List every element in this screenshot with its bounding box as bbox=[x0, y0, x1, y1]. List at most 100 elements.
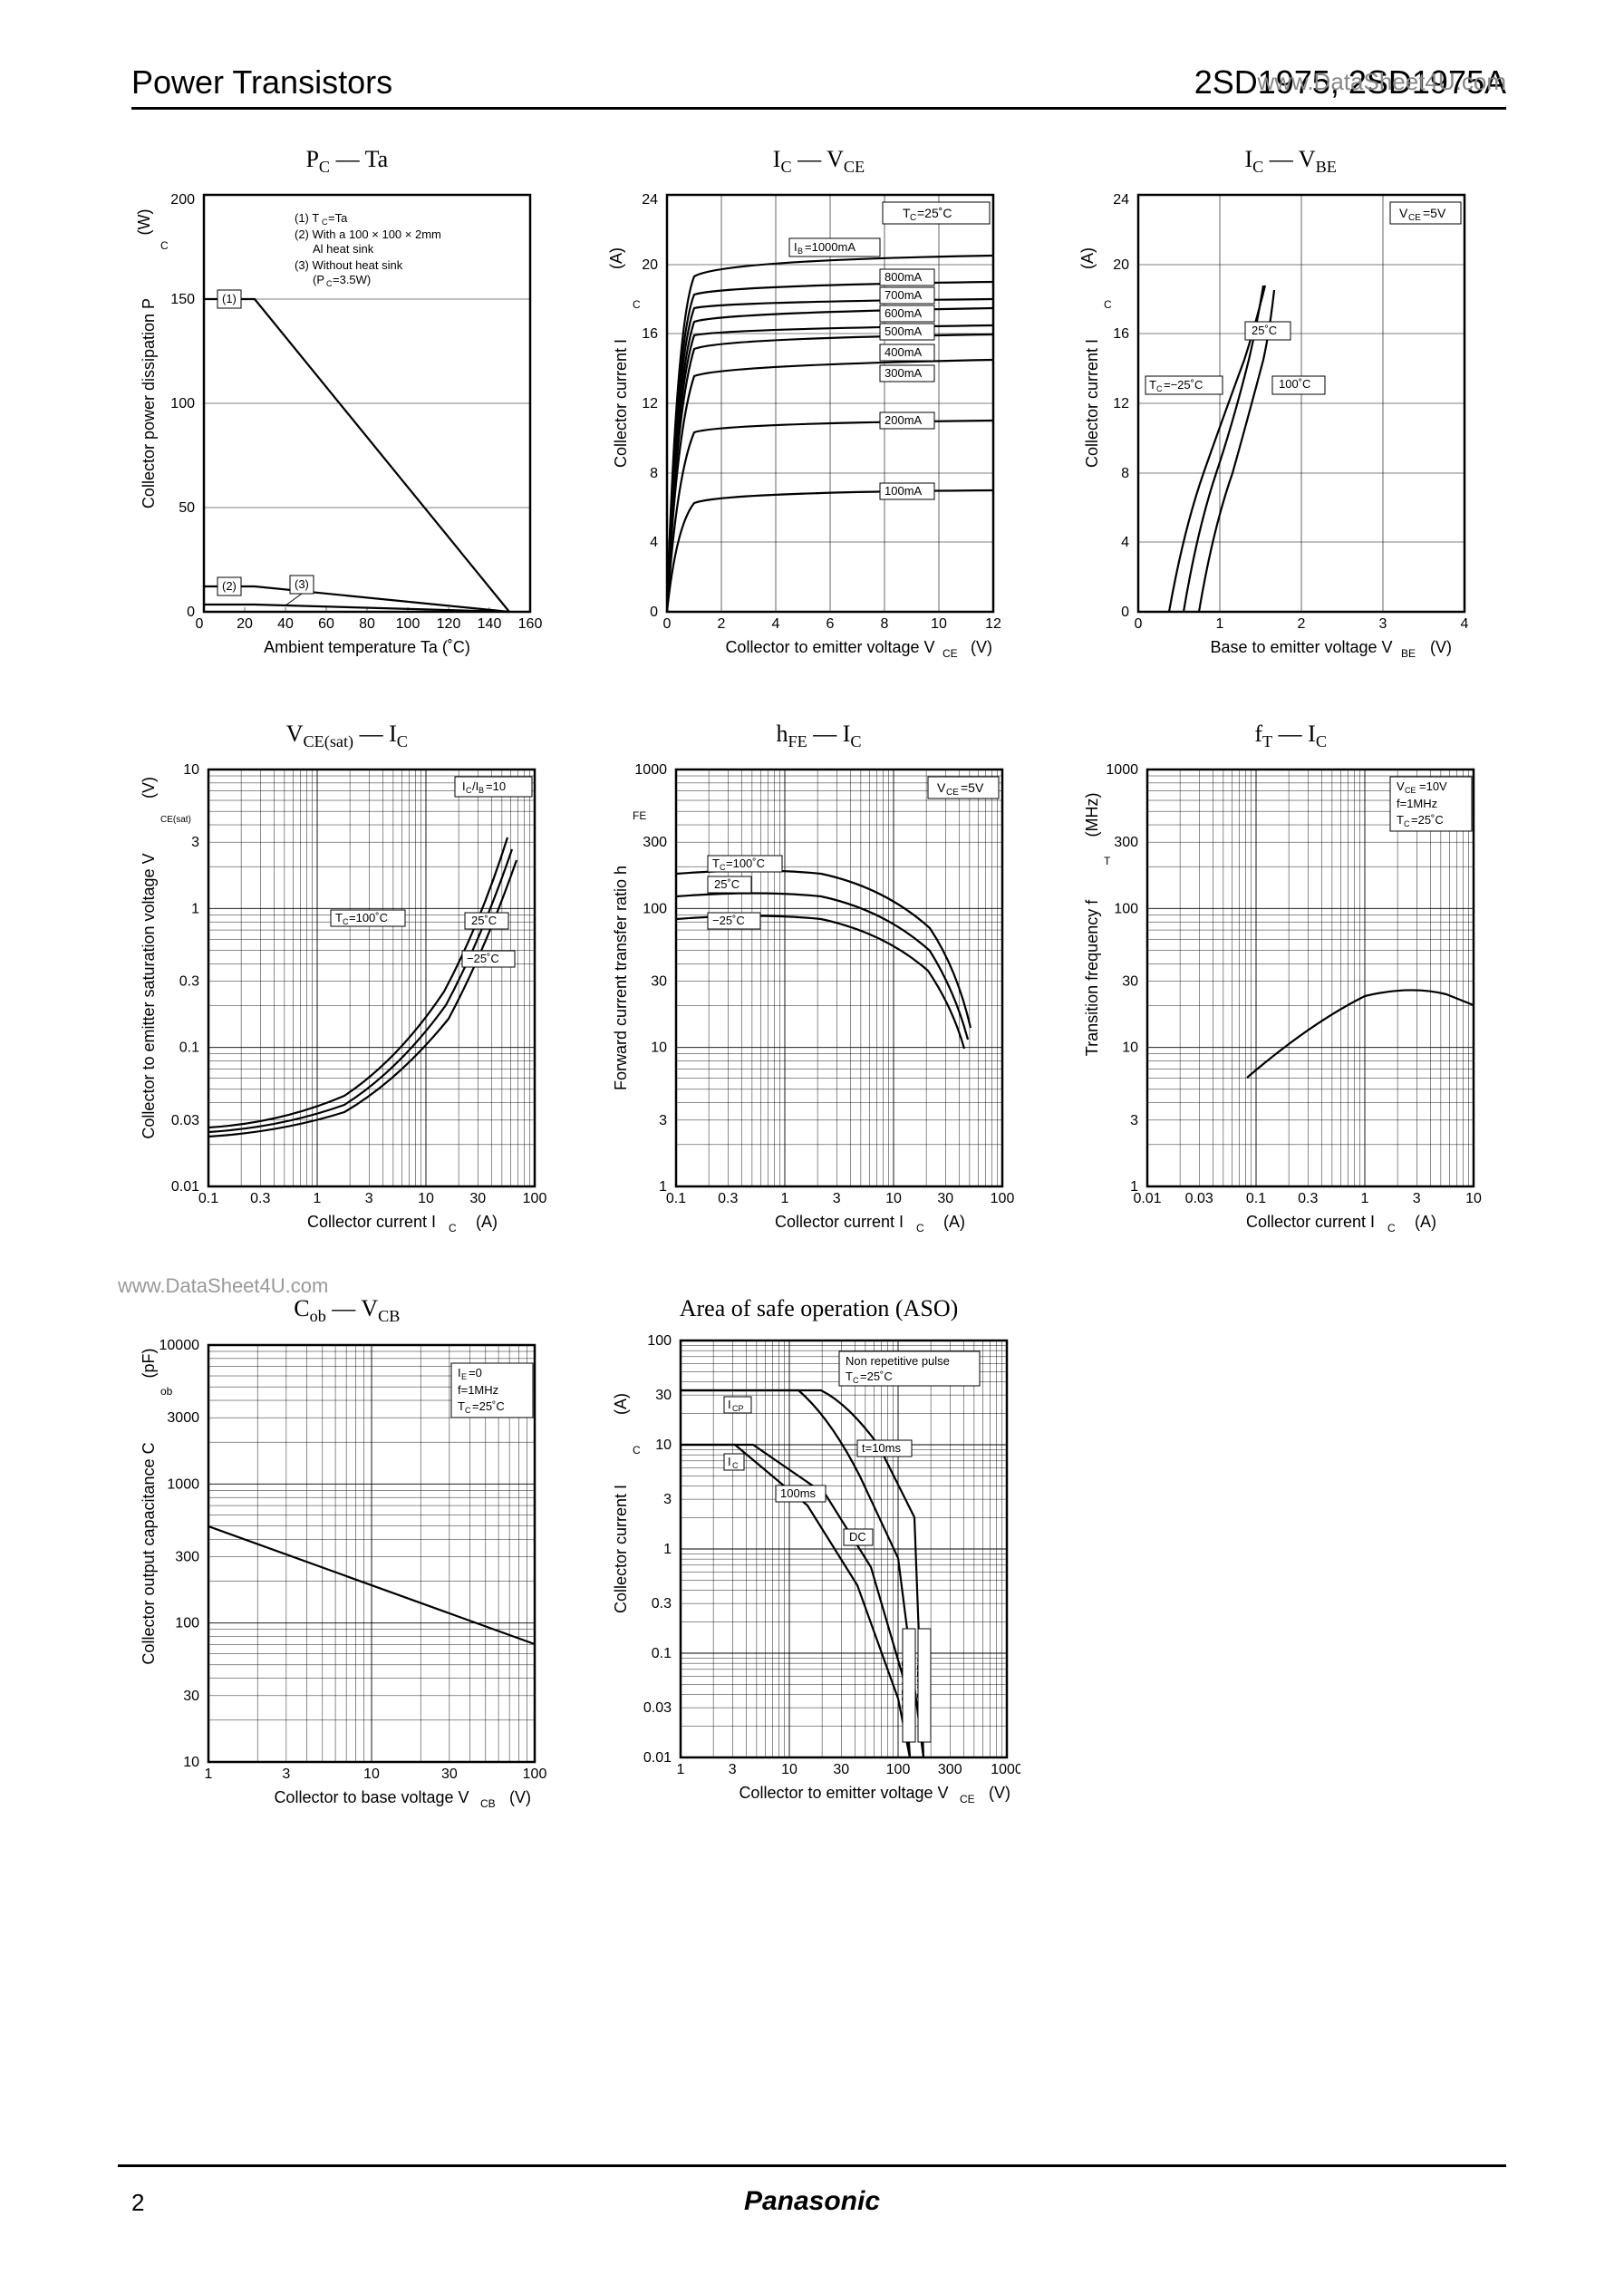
svg-text:4: 4 bbox=[650, 535, 658, 550]
svg-text:0: 0 bbox=[662, 616, 671, 632]
svg-text:(W): (W) bbox=[135, 209, 153, 236]
svg-text:3: 3 bbox=[1130, 1113, 1138, 1128]
svg-text:40: 40 bbox=[277, 616, 294, 632]
svg-text:0.01: 0.01 bbox=[171, 1179, 199, 1195]
svg-text:600mA: 600mA bbox=[884, 306, 923, 320]
svg-text:1: 1 bbox=[314, 1191, 322, 1206]
svg-text:1: 1 bbox=[663, 1542, 672, 1557]
svg-text:(V): (V) bbox=[1430, 638, 1452, 656]
svg-text:(3) Without heat sink: (3) Without heat sink bbox=[295, 258, 403, 272]
svg-text:(V): (V) bbox=[509, 1788, 531, 1806]
svg-text:3: 3 bbox=[728, 1762, 736, 1777]
svg-text:6: 6 bbox=[826, 616, 834, 632]
svg-text:=Ta: =Ta bbox=[328, 211, 348, 225]
svg-text:−25˚C: −25˚C bbox=[712, 914, 745, 927]
svg-text:20: 20 bbox=[1114, 257, 1130, 273]
svg-text:(V): (V) bbox=[989, 1784, 1010, 1802]
svg-text:(A): (A) bbox=[612, 1393, 630, 1415]
svg-text:200: 200 bbox=[170, 192, 195, 208]
watermark-top: www.DataSheet4U.com bbox=[1257, 68, 1506, 96]
chart-svg: (1) TC=Ta (2) With a 100 × 100 × 2mm Al … bbox=[131, 186, 548, 666]
svg-text:3: 3 bbox=[659, 1113, 667, 1128]
svg-text:I: I bbox=[728, 1455, 731, 1468]
svg-text:0.01: 0.01 bbox=[643, 1750, 672, 1766]
svg-text:0.1: 0.1 bbox=[651, 1646, 671, 1661]
svg-text:12: 12 bbox=[985, 616, 1001, 632]
svg-text:C: C bbox=[343, 917, 349, 926]
chart-ft-ic: fT — IC VCE=10V f=1MHz TC=25˚C Collector… bbox=[1075, 721, 1506, 1241]
svg-text:V: V bbox=[1399, 206, 1408, 220]
svg-text:0.3: 0.3 bbox=[718, 1191, 738, 1206]
svg-text:CE: CE bbox=[1408, 213, 1421, 223]
svg-text:100mA: 100mA bbox=[884, 484, 923, 498]
svg-text:140: 140 bbox=[478, 616, 502, 632]
svg-text:4: 4 bbox=[771, 616, 779, 632]
chart-aso: Area of safe operation (ASO) Non repetit… bbox=[604, 1295, 1035, 1815]
svg-text:CE: CE bbox=[960, 1793, 975, 1805]
svg-text:25˚C: 25˚C bbox=[471, 914, 497, 927]
svg-text:C: C bbox=[465, 1406, 471, 1415]
svg-text:800mA: 800mA bbox=[884, 270, 923, 284]
svg-text:0.3: 0.3 bbox=[651, 1597, 671, 1612]
chart-title: hFE — IC bbox=[604, 721, 1035, 751]
svg-text:400mA: 400mA bbox=[884, 345, 923, 359]
svg-text:C: C bbox=[1387, 1222, 1396, 1234]
svg-text:300: 300 bbox=[1115, 836, 1139, 851]
svg-text:C: C bbox=[322, 218, 328, 227]
svg-text:(V): (V) bbox=[140, 777, 158, 799]
svg-text:ob: ob bbox=[160, 1385, 173, 1398]
svg-text:C: C bbox=[326, 279, 333, 288]
svg-text:100: 100 bbox=[170, 396, 195, 411]
svg-text:(MHz): (MHz) bbox=[1083, 793, 1101, 837]
svg-text:100: 100 bbox=[1115, 902, 1139, 917]
svg-text:(pF): (pF) bbox=[140, 1348, 158, 1378]
svg-text:=5V: =5V bbox=[961, 780, 984, 795]
svg-text:CE: CE bbox=[942, 647, 958, 660]
svg-text:C: C bbox=[449, 1222, 457, 1234]
svg-text:24: 24 bbox=[642, 192, 658, 208]
svg-text:(A): (A) bbox=[476, 1213, 498, 1231]
svg-text:C: C bbox=[732, 1461, 739, 1470]
svg-text:Collector to emitter voltage: Collector to emitter voltage V bbox=[725, 638, 934, 656]
svg-text:1000: 1000 bbox=[991, 1762, 1020, 1777]
svg-text:T: T bbox=[1397, 813, 1404, 827]
chart-svg: VCE=5V TC=−25˚C 25˚C 100˚C 01234 0481216… bbox=[1075, 186, 1492, 666]
svg-text:300: 300 bbox=[643, 836, 667, 851]
chart-svg: TC=25˚C IB=1000mA 800mA 700mA 600mA 500m… bbox=[604, 186, 1020, 666]
svg-text:(A): (A) bbox=[607, 247, 625, 269]
svg-text:3000: 3000 bbox=[167, 1410, 199, 1426]
svg-text:(V): (V) bbox=[971, 638, 992, 656]
svg-text:Collector current I: Collector current I bbox=[1246, 1213, 1375, 1231]
svg-text:1000: 1000 bbox=[634, 762, 667, 778]
svg-text:25˚C: 25˚C bbox=[714, 877, 740, 891]
chart-title: VCE(sat) — IC bbox=[131, 721, 563, 751]
svg-text:30: 30 bbox=[833, 1762, 849, 1777]
svg-text:Collector to emitter saturatio: Collector to emitter saturation voltage … bbox=[140, 854, 158, 1139]
svg-text:(P: (P bbox=[313, 273, 324, 286]
svg-text:B: B bbox=[478, 786, 484, 795]
svg-text:CB: CB bbox=[480, 1797, 496, 1810]
svg-text:120: 120 bbox=[437, 616, 461, 632]
chart-svg: VCE=10V f=1MHz TC=25˚C Collector current… bbox=[1075, 760, 1492, 1241]
svg-text:3: 3 bbox=[663, 1493, 672, 1508]
svg-text:Collector current I: Collector current I bbox=[775, 1213, 904, 1231]
chart-ic-vbe: IC — VBE VCE=5V TC=−25˚C 25˚C 100˚C 0123… bbox=[1075, 146, 1506, 666]
svg-text:0: 0 bbox=[187, 605, 195, 620]
svg-text:=1000mA: =1000mA bbox=[805, 240, 856, 254]
svg-text:3: 3 bbox=[365, 1191, 373, 1206]
chart-svg: VCE=5V TC=100˚C 25˚C −25˚C Collector cur… bbox=[604, 760, 1020, 1241]
chart-title: Cob — VCB bbox=[131, 1295, 563, 1326]
svg-text:2: 2 bbox=[1298, 616, 1306, 632]
svg-text:8: 8 bbox=[1121, 466, 1129, 481]
svg-text:8: 8 bbox=[880, 616, 888, 632]
watermark-mid: www.DataSheet4U.com bbox=[118, 1274, 328, 1298]
svg-text:10: 10 bbox=[655, 1437, 672, 1453]
svg-text:T: T bbox=[335, 911, 343, 924]
svg-text:C: C bbox=[1104, 298, 1112, 311]
svg-text:=3.5W): =3.5W) bbox=[333, 273, 371, 286]
svg-text:C: C bbox=[633, 298, 641, 311]
svg-text:Collector current I: Collector current I bbox=[612, 1485, 630, 1613]
svg-text:30: 30 bbox=[183, 1688, 199, 1703]
svg-text:Transition frequency f: Transition frequency f bbox=[1083, 899, 1101, 1056]
svg-text:CE: CE bbox=[946, 788, 959, 798]
